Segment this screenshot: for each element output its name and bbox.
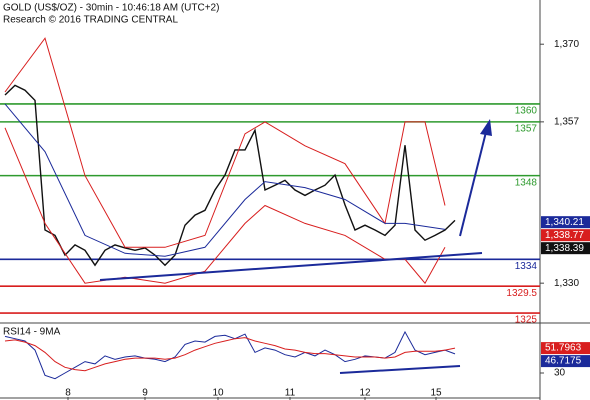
x-tick-label: 8: [65, 388, 71, 399]
level-label: 1348: [515, 177, 538, 188]
level-label: 1360: [515, 106, 538, 117]
series-line: [4, 84, 456, 267]
target-arrow: [459, 131, 487, 237]
price-label-box: [541, 342, 590, 355]
chart-title: GOLD (US$/OZ) - 30min - 10:46:18 AM (UTC…: [3, 3, 219, 14]
x-tick-label: 15: [430, 388, 442, 399]
level-label: 1334: [515, 261, 538, 272]
arrow-head: [480, 119, 492, 136]
price-label-box: [541, 242, 590, 255]
y-tick-label: 1,330: [554, 278, 579, 289]
y-tick-label: 1,357: [554, 117, 579, 128]
x-tick-label: 9: [142, 388, 148, 399]
chart-subtitle: Research © 2016 TRADING CENTRAL: [3, 15, 178, 26]
series-line: [4, 103, 446, 257]
trend-line: [99, 252, 483, 281]
x-tick-label: 12: [359, 388, 371, 399]
level-label: 1325: [515, 315, 538, 326]
price-label-box: [541, 355, 590, 368]
price-label: 1,338.77: [545, 230, 584, 241]
rsi-title: RSI14 - 9MA: [3, 327, 61, 338]
price-label: 1,340.21: [545, 217, 584, 228]
price-label: 1,338.39: [545, 243, 584, 254]
price-label: 51.7963: [545, 343, 582, 354]
x-tick-label: 11: [285, 388, 296, 399]
marks: 1,370 1,357 1,330 1360 1357 1348 1334 1329.5 132…: [0, 37, 590, 400]
series-line: [4, 337, 456, 372]
price-label-box: [541, 216, 590, 229]
price-label-box: [541, 229, 590, 242]
level-label: 1329.5: [506, 288, 537, 299]
level-label: 1357: [515, 124, 538, 135]
x-tick-label: 10: [212, 388, 224, 399]
y-tick-label: 30: [554, 368, 566, 379]
rsi-trend-line: [339, 365, 461, 374]
y-tick-label: 1,370: [554, 39, 579, 50]
series-line: [4, 37, 446, 248]
price-label: 46.7175: [545, 356, 582, 367]
